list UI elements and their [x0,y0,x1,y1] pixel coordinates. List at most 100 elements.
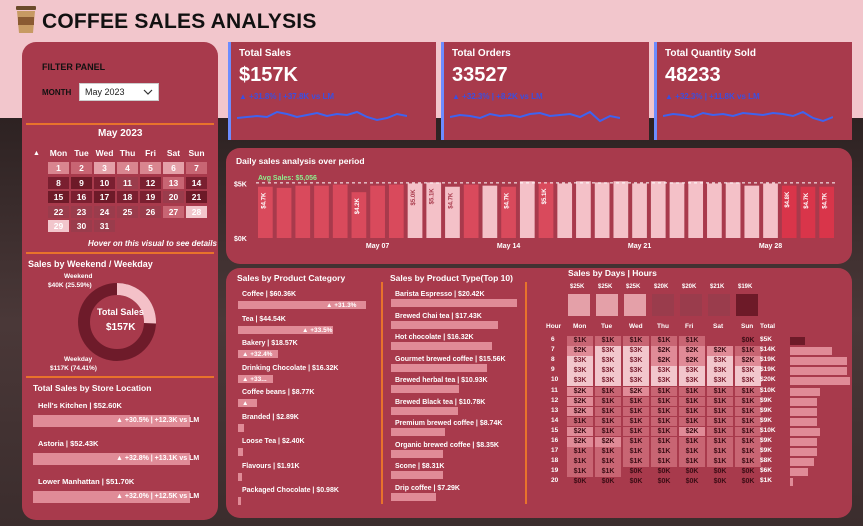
daily-sales-chart[interactable]: $5K $0K $4.7K $4.2K $5.0K $5.1K $4.7K $4.7K $5.1… [230,168,848,258]
heatmap-cell[interactable]: $1K [707,457,733,467]
category-bar[interactable] [238,325,333,334]
heatmap-cell[interactable]: $1K [679,386,705,396]
calendar-day-cell[interactable]: 7 [186,162,207,174]
store-bar[interactable] [33,453,190,465]
daily-bar[interactable] [650,181,666,238]
calendar-day-cell[interactable]: 4 [117,162,138,174]
daily-bar[interactable] [613,181,629,238]
row-total-bar[interactable] [790,417,817,426]
heatmap-cell[interactable]: $1K [595,386,621,396]
heatmap-cell[interactable]: $3K [567,366,593,376]
heatmap-cell[interactable]: $1K [707,416,733,427]
heatmap-cell[interactable]: $1K [679,406,705,417]
daily-bar[interactable] [781,185,797,238]
heatmap-cell[interactable] [707,336,733,346]
category-bar[interactable] [238,399,258,407]
heatmap-cell[interactable]: $1K [707,406,733,417]
heatmap-cell[interactable]: $1K [595,447,621,457]
heatmap-cell[interactable]: $1K [623,406,649,417]
row-total-bar[interactable] [790,427,820,436]
heatmap-cell[interactable]: $3K [707,366,733,376]
heatmap-cell[interactable]: $3K [735,366,761,376]
heatmap-cell[interactable]: $1K [735,386,761,396]
heatmap-cell[interactable]: $1K [623,437,649,447]
ptype-bar[interactable] [391,342,492,350]
heatmap-cell[interactable]: $1K [679,396,705,407]
heatmap-cell[interactable]: $2K [567,426,593,437]
daily-bar[interactable] [538,182,554,238]
calendar-day-cell[interactable]: 13 [163,176,184,189]
heatmap-cell[interactable]: $1K [567,336,593,346]
daily-bar[interactable] [351,192,367,238]
heatmap-cell[interactable]: $1K [707,386,733,396]
daily-bar[interactable] [258,186,273,238]
heatmap-cell[interactable]: $3K [623,356,649,366]
heatmap-cell[interactable]: $1K [651,416,677,427]
row-total-bar[interactable] [790,478,793,487]
heatmap-cell[interactable]: $2K [707,346,733,356]
category-bar[interactable] [238,423,245,432]
kpi-total-orders[interactable]: Total Orders 33527 ▲ +32.3% | +8.2K vs L… [441,42,649,140]
heatmap-cell[interactable]: $3K [735,376,761,386]
heatmap-cell[interactable]: $3K [595,376,621,386]
heatmap-cell[interactable]: $1K [735,416,761,427]
row-total-bar[interactable] [790,397,817,406]
daily-bar[interactable] [388,184,404,238]
daily-bar[interactable] [314,185,329,238]
heatmap-cell[interactable]: $1K [595,396,621,407]
heatmap-cell[interactable]: $1K [679,447,705,457]
heatmap-cell[interactable]: $3K [623,366,649,376]
calendar-day-cell[interactable]: 15 [48,191,69,203]
row-total-bar[interactable] [790,337,805,345]
ptype-bar[interactable] [391,428,446,436]
calendar-day-cell[interactable]: 24 [94,205,115,218]
heatmap-cell[interactable]: $0K [651,467,677,477]
calendar-day-cell[interactable]: 6 [163,162,184,174]
heatmap-cell[interactable]: $1K [707,447,733,457]
heatmap-cell[interactable]: $1K [651,406,677,417]
row-total-bar[interactable] [790,347,832,356]
heatmap-cell[interactable]: $2K [679,356,705,366]
category-bar[interactable] [238,497,241,505]
calendar-day-cell[interactable]: 5 [140,162,161,174]
heatmap-cell[interactable]: $1K [651,437,677,447]
category-bar[interactable] [238,374,273,383]
daily-bar[interactable] [800,186,816,238]
row-total-bar[interactable] [790,468,808,477]
daily-bar[interactable] [463,184,479,238]
daily-bar[interactable] [688,181,704,238]
day-total-bar[interactable] [568,294,590,316]
calendar-day-cell[interactable]: 2 [71,162,92,174]
daily-bar[interactable] [557,183,573,238]
heatmap-cell[interactable]: $1K [623,457,649,467]
heatmap-cell[interactable]: $2K [567,396,593,407]
heatmap-cell[interactable]: $1K [567,457,593,467]
heatmap-cell[interactable]: $2K [679,426,705,437]
daily-bar[interactable] [519,181,535,238]
day-total-bar[interactable] [596,294,618,316]
heatmap-cell[interactable]: $1K [567,447,593,457]
row-total-bar[interactable] [790,357,847,366]
calendar-day-cell[interactable]: 10 [94,176,115,189]
calendar-day-cell[interactable]: 20 [163,191,184,203]
heatmap-cell[interactable]: $1K [735,426,761,437]
daily-bar[interactable] [445,186,460,238]
row-total-bar[interactable] [790,377,850,386]
heatmap-cell[interactable]: $1K [735,346,761,356]
daily-bar[interactable] [819,186,834,238]
calendar-day-cell[interactable]: 14 [186,176,207,189]
category-bar[interactable] [238,472,242,481]
ptype-bar[interactable] [391,320,499,329]
calendar-day-cell[interactable]: 11 [117,176,138,189]
heatmap-cell[interactable]: $3K [567,376,593,386]
row-total-bar[interactable] [790,448,817,457]
heatmap-cell[interactable]: $3K [595,356,621,366]
calendar-day-cell[interactable]: 23 [71,205,92,218]
heatmap-cell[interactable]: $0K [651,477,677,487]
day-total-bar[interactable] [624,294,646,316]
heatmap-cell[interactable]: $0K [735,477,761,487]
day-total-bar[interactable] [736,294,758,316]
category-bar[interactable] [238,350,278,358]
heatmap-cell[interactable]: $3K [707,356,733,366]
heatmap-cell[interactable]: $2K [595,437,621,447]
